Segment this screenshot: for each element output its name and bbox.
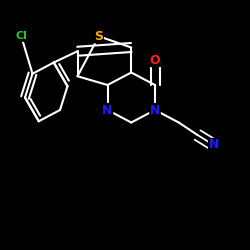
Text: N: N	[150, 104, 160, 117]
Text: Cl: Cl	[15, 31, 27, 41]
Text: N: N	[102, 104, 113, 117]
Text: O: O	[150, 54, 160, 66]
Text: S: S	[94, 30, 103, 43]
Text: N: N	[208, 138, 219, 151]
